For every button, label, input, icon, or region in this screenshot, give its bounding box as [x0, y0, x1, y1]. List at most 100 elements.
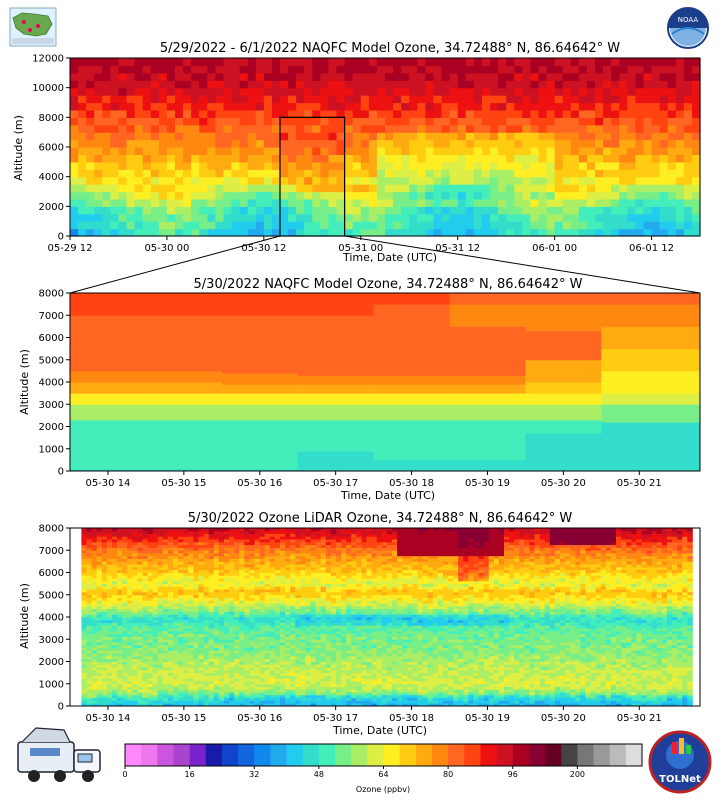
lidar-cell [279, 653, 286, 657]
heatmap-cell [199, 191, 208, 200]
heatmap-cell [78, 65, 87, 74]
lidar-cell [147, 692, 154, 696]
lidar-cell [198, 639, 204, 643]
heatmap-cell [586, 176, 596, 185]
heatmap-cell [570, 198, 580, 207]
lidar-cell [223, 605, 230, 610]
heatmap-cell [675, 117, 685, 126]
lidar-cell [290, 664, 296, 668]
heatmap-cell [546, 109, 556, 118]
lidar-cell [259, 536, 266, 540]
lidar-cell [173, 591, 179, 596]
lidar-cell [122, 611, 128, 615]
lidar-cell [173, 614, 179, 618]
heatmap-cell [344, 72, 354, 81]
lidar-cell [96, 683, 103, 687]
lidar-cell [167, 700, 174, 704]
heatmap-cell [142, 169, 152, 178]
lidar-cell [147, 566, 154, 571]
lidar-cell [173, 555, 179, 559]
heatmap-cell [481, 169, 491, 178]
model-band-cell [297, 404, 375, 421]
heatmap-cell [94, 221, 103, 230]
heatmap-cell [175, 80, 184, 89]
heatmap-cell [627, 228, 636, 237]
lidar-cell [223, 614, 230, 618]
heatmap-cell [247, 154, 257, 163]
lidar-cell [157, 608, 164, 612]
lidar-cell [315, 672, 322, 676]
lidar-cell [91, 578, 98, 582]
heatmap-cell [296, 117, 305, 126]
heatmap-cell [255, 147, 265, 156]
lidar-cell [198, 672, 204, 676]
heatmap-cell [401, 58, 410, 67]
heatmap-cell [255, 87, 265, 96]
heatmap-cell [409, 191, 418, 200]
lidar-cell [193, 591, 199, 596]
lidar-cell [106, 547, 113, 551]
heatmap-cell [134, 169, 144, 178]
lidar-cell [137, 692, 143, 696]
lidar-cell [111, 600, 118, 604]
heatmap-cell [166, 117, 176, 126]
heatmap-cell [94, 191, 103, 200]
heatmap-cell [94, 213, 103, 222]
lidar-cell [274, 617, 281, 621]
lidar-cell [249, 617, 255, 621]
lidar-cell [91, 697, 98, 701]
heatmap-cell [94, 154, 103, 163]
lidar-cell [274, 664, 281, 668]
lidar-cell [285, 655, 291, 660]
heatmap-cell [538, 117, 548, 126]
heatmap-cell [417, 147, 426, 156]
heatmap-cell [385, 198, 394, 207]
lidar-cell [290, 591, 296, 596]
heatmap-cell [514, 176, 523, 185]
heatmap-cell [457, 213, 467, 222]
heatmap-cell [166, 87, 176, 96]
lidar-cell [305, 619, 311, 623]
lidar-cell [279, 678, 286, 682]
lidar-cell [300, 561, 306, 565]
lidar-cell [167, 692, 174, 696]
lidar-cell [203, 566, 210, 571]
lidar-cell [203, 541, 210, 546]
lidar-cell [122, 622, 128, 626]
lidar-cell [310, 630, 317, 635]
lidar-cell [264, 644, 271, 648]
heatmap-cell [183, 95, 192, 104]
heatmap-cell [320, 117, 330, 126]
lidar-cell [244, 628, 250, 632]
lidar-cell [132, 700, 138, 704]
lidar-cell [274, 564, 281, 568]
lidar-cell [229, 644, 235, 648]
heatmap-cell [562, 102, 572, 111]
heatmap-cell [344, 132, 354, 141]
lidar-cell [142, 619, 148, 623]
heatmap-cell [166, 109, 176, 118]
lidar-cell [167, 553, 174, 557]
heatmap-cell [554, 228, 564, 237]
lidar-cell [239, 694, 245, 699]
lidar-cell [167, 544, 174, 548]
heatmap-cell [352, 72, 362, 81]
heatmap-cell [110, 58, 120, 67]
lidar-cell [218, 644, 225, 648]
lidar-cell [167, 569, 174, 573]
lidar-cell [259, 578, 266, 582]
heatmap-cell [183, 132, 192, 141]
heatmap-cell [175, 213, 184, 222]
lidar-cell [290, 603, 296, 607]
lidar-cell [106, 589, 113, 593]
lidar-cell [234, 661, 240, 665]
heatmap-cell [506, 72, 515, 81]
lidar-cell [203, 530, 210, 534]
heatmap-cell [538, 102, 548, 111]
heatmap-cell [134, 213, 144, 222]
heatmap-cell [150, 132, 160, 141]
heatmap-cell [158, 191, 168, 200]
heatmap-cell [239, 109, 249, 118]
lidar-cell [234, 628, 240, 632]
heatmap-cell [611, 206, 620, 215]
